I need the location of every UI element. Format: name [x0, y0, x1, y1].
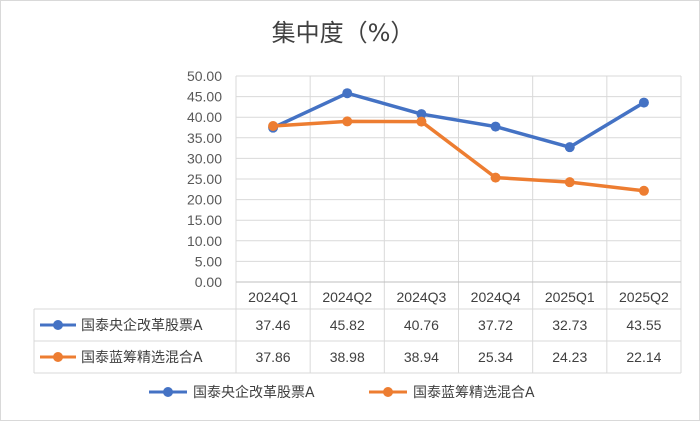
legend-key-marker: [163, 387, 173, 397]
legend-key-marker: [383, 387, 393, 397]
data-label: 38.94: [404, 349, 439, 365]
y-tick-label: 40.00: [187, 109, 222, 125]
y-tick-label: 45.00: [187, 89, 222, 105]
data-label: 24.23: [552, 349, 587, 365]
data-point: [564, 142, 575, 153]
table-legend-key-marker: [53, 352, 63, 362]
data-point: [564, 177, 575, 188]
y-tick-label: 35.00: [187, 130, 222, 146]
y-axis-ticks: 0.00 5.00 10.00 15.00 20.00 25.00 30.00 35.00 40…: [187, 68, 222, 290]
y-tick-label: 20.00: [187, 192, 222, 208]
data-point: [490, 172, 501, 183]
table-legend-key-marker: [53, 320, 63, 330]
data-label: 37.86: [256, 349, 291, 365]
y-tick-label: 50.00: [187, 68, 222, 84]
data-point: [268, 121, 279, 132]
x-tick-label: 2024Q1: [248, 289, 298, 305]
data-label: 25.34: [478, 349, 513, 365]
y-tick-label: 5.00: [195, 253, 222, 269]
series-line: [272, 91, 645, 149]
data-point: [416, 109, 427, 120]
legend-entry: 国泰央企改革股票A: [193, 384, 315, 401]
data-label: 22.14: [626, 349, 661, 365]
y-tick-label: 15.00: [187, 212, 222, 228]
y-tick-label: 10.00: [187, 233, 222, 249]
x-tick-label: 2024Q4: [471, 289, 521, 305]
series-lines: [268, 88, 649, 196]
data-table: 2024Q1 2024Q2 2024Q3 2024Q4 2025Q1 2025Q2 国泰央企…: [33, 76, 682, 374]
data-label: 45.82: [330, 317, 365, 333]
legend-entry: 国泰蓝筹精选混合A: [413, 384, 535, 401]
data-point: [416, 116, 427, 127]
data-label: 32.73: [552, 317, 587, 333]
data-label: 43.55: [626, 317, 661, 333]
series-line: [272, 119, 645, 193]
x-tick-label: 2024Q2: [322, 289, 372, 305]
data-label: 37.46: [256, 317, 291, 333]
data-point: [638, 185, 649, 196]
x-tick-label: 2025Q2: [619, 289, 669, 305]
x-tick-label: 2025Q1: [545, 289, 595, 305]
data-point: [490, 121, 501, 132]
legend: 国泰央企改革股票A 国泰蓝筹精选混合A: [149, 384, 535, 401]
x-tick-label: 2024Q3: [397, 289, 447, 305]
y-tick-label: 25.00: [187, 171, 222, 187]
chart-title: 集中度（%）: [272, 19, 415, 47]
y-tick-label: 30.00: [187, 150, 222, 166]
data-label: 37.72: [478, 317, 513, 333]
data-label: 38.98: [330, 349, 365, 365]
data-label: 40.76: [404, 317, 439, 333]
data-point: [342, 88, 353, 99]
table-series-name: 国泰央企改革股票A: [81, 317, 203, 334]
y-tick-label: 0.00: [195, 274, 222, 290]
table-series-name: 国泰蓝筹精选混合A: [81, 349, 203, 366]
data-point: [342, 116, 353, 127]
data-point: [638, 97, 649, 108]
